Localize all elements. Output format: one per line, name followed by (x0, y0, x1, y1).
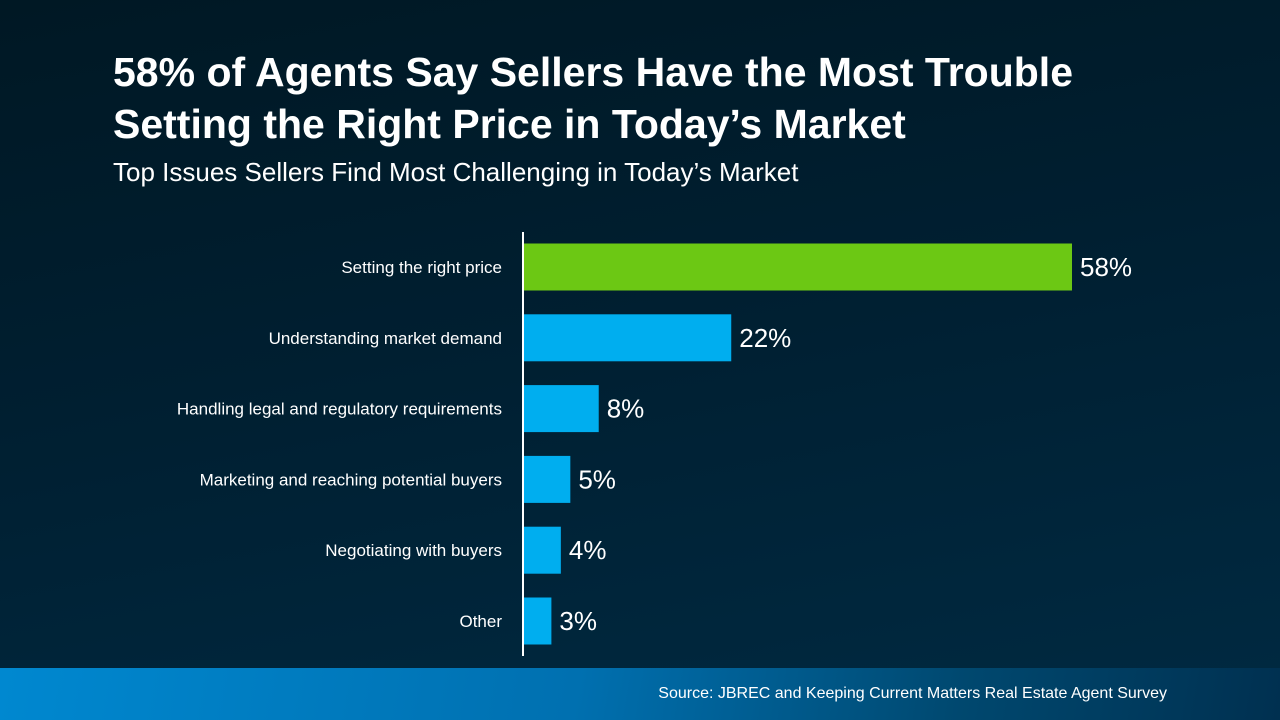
footer-bar: Source: JBREC and Keeping Current Matter… (0, 668, 1280, 720)
bar (523, 314, 732, 362)
bar (523, 385, 599, 433)
bar (523, 243, 1072, 291)
category-label: Other (459, 612, 502, 631)
page-title: 58% of Agents Say Sellers Have the Most … (113, 49, 1073, 147)
data-label: 58% (1080, 252, 1132, 282)
data-label: 8% (607, 394, 645, 424)
chart-subtitle: Top Issues Sellers Find Most Challenging… (113, 157, 799, 187)
data-label: 3% (559, 606, 597, 636)
data-label: 22% (739, 323, 791, 353)
category-label: Marketing and reaching potential buyers (200, 470, 502, 489)
category-label: Handling legal and regulatory requiremen… (177, 400, 502, 419)
bar (523, 597, 552, 645)
bar (523, 455, 571, 503)
category-label: Setting the right price (341, 258, 502, 277)
data-label: 5% (578, 464, 616, 494)
category-label: Understanding market demand (269, 329, 502, 348)
data-label: 4% (569, 535, 607, 565)
bar (523, 526, 561, 574)
source-note: Source: JBREC and Keeping Current Matter… (658, 685, 1167, 702)
category-label: Negotiating with buyers (325, 541, 502, 560)
